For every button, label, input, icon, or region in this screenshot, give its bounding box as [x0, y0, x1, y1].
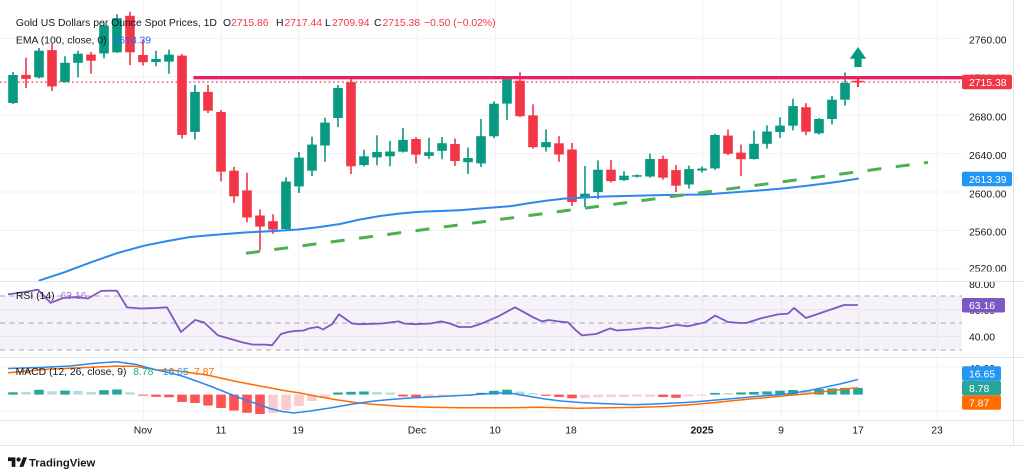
svg-text:2560.00: 2560.00 — [969, 228, 1007, 239]
svg-text:−0.50 (−0.02%): −0.50 (−0.02%) — [424, 18, 496, 29]
svg-text:Dec: Dec — [408, 426, 426, 437]
svg-text:80.00: 80.00 — [969, 280, 995, 291]
svg-text:2613.39: 2613.39 — [114, 35, 152, 46]
svg-text:O: O — [223, 18, 231, 29]
svg-text:9: 9 — [778, 426, 784, 437]
svg-text:2613.39: 2613.39 — [969, 175, 1007, 186]
svg-text:7.87: 7.87 — [969, 398, 989, 409]
svg-text:18: 18 — [565, 426, 577, 437]
svg-text:2715.86: 2715.86 — [231, 18, 269, 29]
svg-text:Nov: Nov — [134, 426, 153, 437]
svg-text:10: 10 — [489, 426, 501, 437]
svg-text:63.16: 63.16 — [61, 291, 87, 302]
svg-text:H: H — [276, 18, 284, 29]
svg-text:2715.38: 2715.38 — [383, 18, 421, 29]
svg-text:63.16: 63.16 — [969, 301, 995, 312]
svg-text:16.65: 16.65 — [969, 369, 995, 380]
svg-text:23: 23 — [931, 426, 943, 437]
svg-text:EMA (100, close, 0): EMA (100, close, 0) — [16, 35, 107, 46]
svg-text:2520.00: 2520.00 — [969, 264, 1007, 275]
svg-text:2715.38: 2715.38 — [969, 78, 1007, 89]
svg-text:19: 19 — [292, 426, 304, 437]
svg-text:2600.00: 2600.00 — [969, 189, 1007, 200]
svg-text:17: 17 — [852, 426, 864, 437]
svg-text:L: L — [325, 18, 331, 29]
svg-text:8.78: 8.78 — [133, 367, 153, 378]
svg-text:2760.00: 2760.00 — [969, 36, 1007, 47]
svg-text:2717.44: 2717.44 — [285, 18, 323, 29]
svg-text:C: C — [374, 18, 382, 29]
svg-text:8.78: 8.78 — [969, 384, 989, 395]
svg-text:MACD (12, 26, close, 9): MACD (12, 26, close, 9) — [16, 367, 127, 378]
svg-text:16.65: 16.65 — [163, 367, 189, 378]
svg-text:2640.00: 2640.00 — [969, 151, 1007, 162]
svg-text:2709.94: 2709.94 — [332, 18, 370, 29]
svg-text:TradingView: TradingView — [29, 458, 96, 470]
svg-text:2025: 2025 — [690, 426, 713, 437]
svg-text:7.87: 7.87 — [194, 367, 214, 378]
svg-text:40.00: 40.00 — [969, 333, 995, 344]
svg-text:11: 11 — [216, 426, 227, 437]
svg-text:Gold US Dollars per Ounce Spot: Gold US Dollars per Ounce Spot Prices, 1… — [16, 18, 217, 29]
svg-text:2680.00: 2680.00 — [969, 113, 1007, 124]
svg-text:RSI (14): RSI (14) — [16, 291, 55, 302]
